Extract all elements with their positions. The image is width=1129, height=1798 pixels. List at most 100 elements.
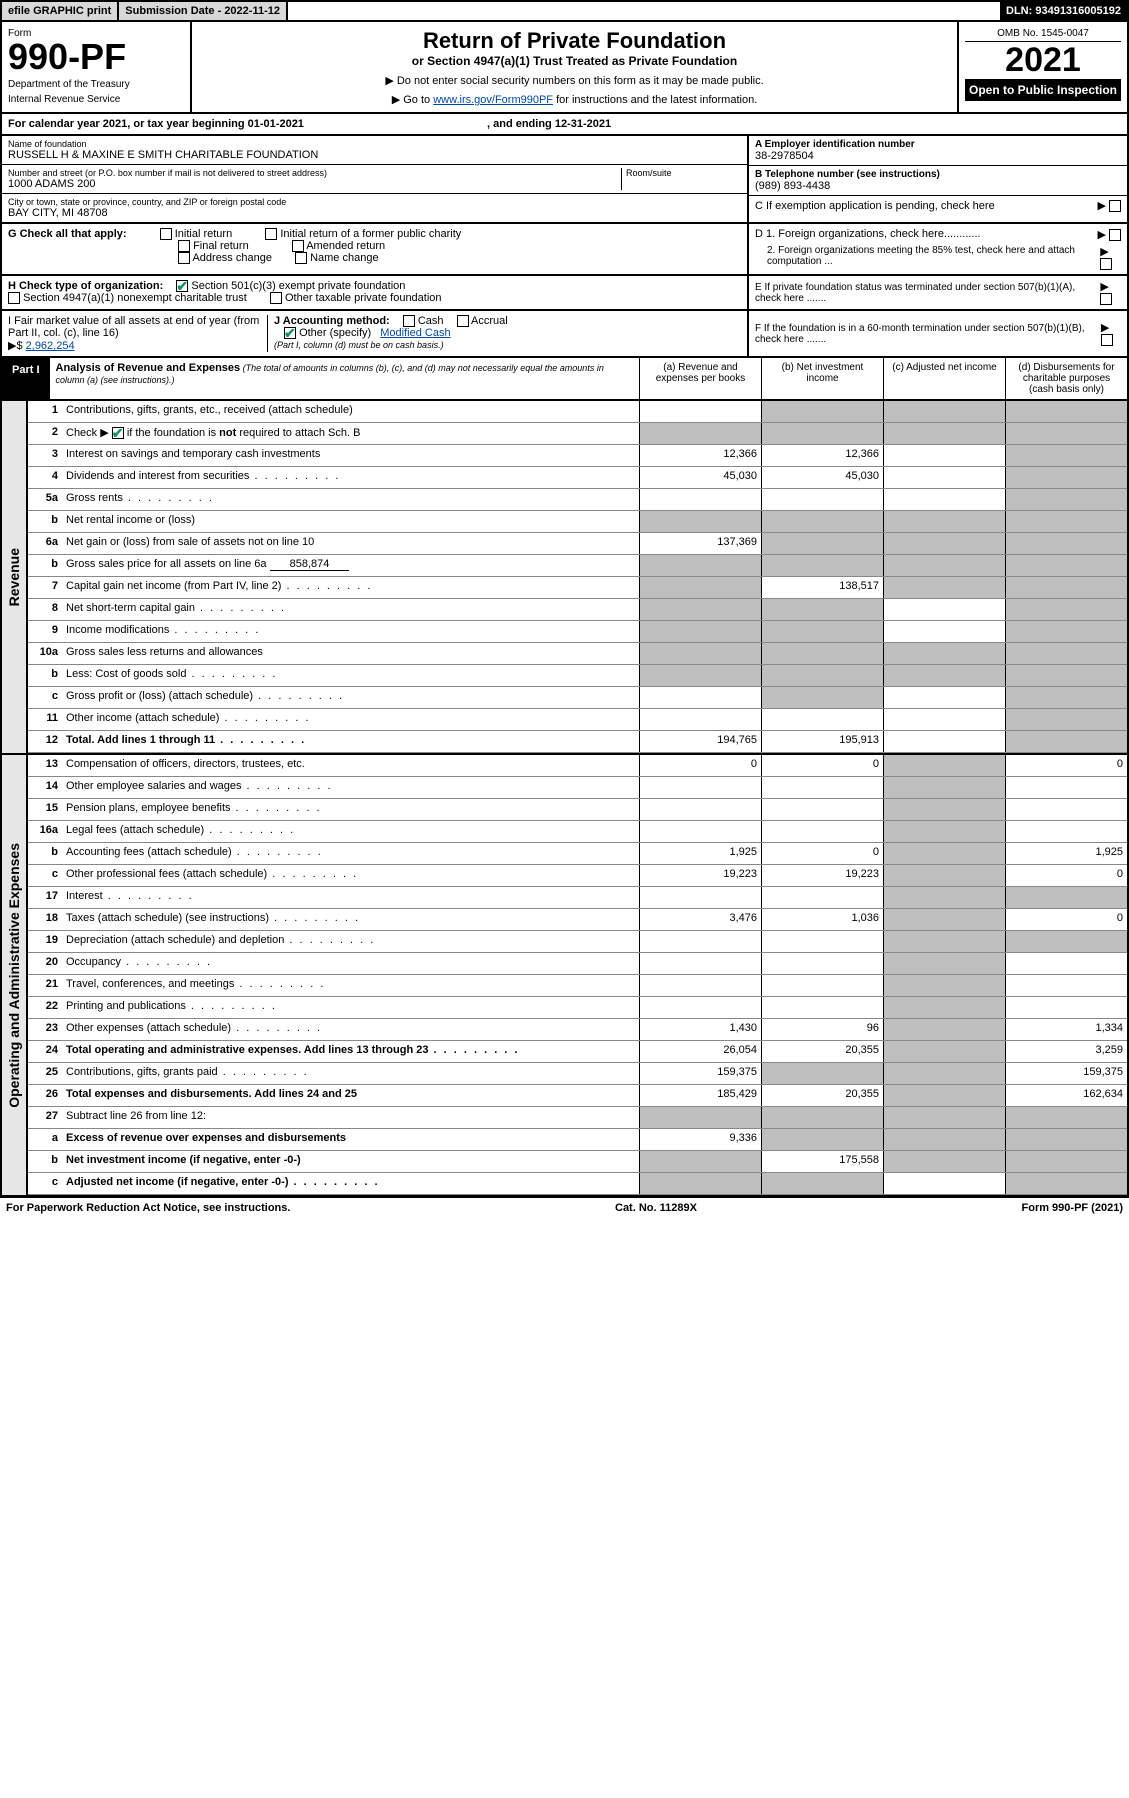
col-c-hdr: (c) Adjusted net income bbox=[883, 358, 1005, 399]
city-label: City or town, state or province, country… bbox=[8, 197, 741, 207]
j-accrual-chk[interactable] bbox=[457, 315, 469, 327]
entity-block: Name of foundation RUSSELL H & MAXINE E … bbox=[0, 136, 1129, 224]
line-23: 23Other expenses (attach schedule)1,4309… bbox=[28, 1019, 1127, 1041]
entity-right: A Employer identification number 38-2978… bbox=[747, 136, 1127, 222]
city-block: City or town, state or province, country… bbox=[2, 194, 747, 222]
line-16b: bAccounting fees (attach schedule)1,9250… bbox=[28, 843, 1127, 865]
line-21: 21Travel, conferences, and meetings bbox=[28, 975, 1127, 997]
d2-text: 2. Foreign organizations meeting the 85%… bbox=[755, 245, 1100, 270]
form990pf-link[interactable]: www.irs.gov/Form990PF bbox=[433, 94, 553, 106]
line-4: 4Dividends and interest from securities4… bbox=[28, 467, 1127, 489]
fmv-value[interactable]: 2,962,254 bbox=[26, 340, 75, 352]
efile-label: efile GRAPHIC print bbox=[2, 2, 119, 20]
h-other-chk[interactable] bbox=[270, 292, 282, 304]
j-other-val: Modified Cash bbox=[380, 327, 450, 339]
line-10c: cGross profit or (loss) (attach schedule… bbox=[28, 687, 1127, 709]
part1-label: Part I bbox=[2, 358, 50, 399]
form-ref: Form 990-PF (2021) bbox=[1022, 1202, 1123, 1214]
line-20: 20Occupancy bbox=[28, 953, 1127, 975]
line-27a: aExcess of revenue over expenses and dis… bbox=[28, 1129, 1127, 1151]
header-left: Form 990-PF Department of the Treasury I… bbox=[2, 22, 192, 112]
line-19: 19Depreciation (attach schedule) and dep… bbox=[28, 931, 1127, 953]
section-j: J Accounting method: Cash Accrual Other … bbox=[268, 315, 741, 352]
g-final-chk[interactable] bbox=[178, 240, 190, 252]
note2-post: for instructions and the latest informat… bbox=[553, 94, 757, 106]
line-8: 8Net short-term capital gain bbox=[28, 599, 1127, 621]
section-h-e-row: H Check type of organization: Section 50… bbox=[0, 276, 1129, 311]
g-initial-chk[interactable] bbox=[160, 228, 172, 240]
line-25: 25Contributions, gifts, grants paid159,3… bbox=[28, 1063, 1127, 1085]
section-e: E If private foundation status was termi… bbox=[747, 276, 1127, 309]
name-label: Name of foundation bbox=[8, 139, 741, 149]
calendar-year-line: For calendar year 2021, or tax year begi… bbox=[0, 114, 1129, 136]
section-d: D 1. Foreign organizations, check here..… bbox=[747, 224, 1127, 274]
year-end: 12-31-2021 bbox=[555, 118, 611, 130]
line-12: 12Total. Add lines 1 through 11194,76519… bbox=[28, 731, 1127, 753]
irs-label: Internal Revenue Service bbox=[8, 94, 184, 105]
schb-chk[interactable] bbox=[112, 427, 124, 439]
line-27b: bNet investment income (if negative, ent… bbox=[28, 1151, 1127, 1173]
section-i-j: I Fair market value of all assets at end… bbox=[2, 311, 747, 356]
ein-value: 38-2978504 bbox=[755, 150, 1121, 162]
note2-pre: ▶ Go to bbox=[392, 94, 433, 106]
h-4947-chk[interactable] bbox=[8, 292, 20, 304]
line-9: 9Income modifications bbox=[28, 621, 1127, 643]
line-6a: 6aNet gain or (loss) from sale of assets… bbox=[28, 533, 1127, 555]
line-11: 11Other income (attach schedule) bbox=[28, 709, 1127, 731]
part1-header: Part I Analysis of Revenue and Expenses … bbox=[0, 358, 1129, 401]
d1-text: D 1. Foreign organizations, check here..… bbox=[755, 228, 981, 241]
g-addrchg-chk[interactable] bbox=[178, 252, 190, 264]
expense-table: Operating and Administrative Expenses 13… bbox=[0, 755, 1129, 1197]
address-block: Number and street (or P.O. box number if… bbox=[2, 165, 747, 194]
e-text: E If private foundation status was termi… bbox=[755, 282, 1100, 304]
tax-year: 2021 bbox=[965, 42, 1121, 79]
revenue-body: 1Contributions, gifts, grants, etc., rec… bbox=[28, 401, 1127, 753]
j-other-chk[interactable] bbox=[284, 327, 296, 339]
phone-header: B Telephone number (see instructions) bbox=[755, 169, 1121, 180]
g-initial-former-chk[interactable] bbox=[265, 228, 277, 240]
g-namechg-chk[interactable] bbox=[295, 252, 307, 264]
note-ssn: ▶ Do not enter social security numbers o… bbox=[198, 74, 951, 87]
line-2: 2Check ▶ if the foundation is not requir… bbox=[28, 423, 1127, 445]
pra-notice: For Paperwork Reduction Act Notice, see … bbox=[6, 1202, 290, 1214]
j-note: (Part I, column (d) must be on cash basi… bbox=[274, 340, 444, 350]
line-27c: cAdjusted net income (if negative, enter… bbox=[28, 1173, 1127, 1195]
addr-label: Number and street (or P.O. box number if… bbox=[8, 168, 621, 178]
line-15: 15Pension plans, employee benefits bbox=[28, 799, 1127, 821]
section-f: F If the foundation is in a 60-month ter… bbox=[747, 311, 1127, 356]
form-header: Form 990-PF Department of the Treasury I… bbox=[0, 22, 1129, 114]
c-checkbox[interactable] bbox=[1109, 200, 1121, 212]
section-i: I Fair market value of all assets at end… bbox=[8, 315, 268, 352]
line-16c: cOther professional fees (attach schedul… bbox=[28, 865, 1127, 887]
h-501-chk[interactable] bbox=[176, 280, 188, 292]
cat-no: Cat. No. 11289X bbox=[615, 1202, 697, 1214]
form-footer: For Paperwork Reduction Act Notice, see … bbox=[0, 1197, 1129, 1218]
section-g: G Check all that apply: Initial return I… bbox=[2, 224, 747, 274]
line-14: 14Other employee salaries and wages bbox=[28, 777, 1127, 799]
section-i-j-f-row: I Fair market value of all assets at end… bbox=[0, 311, 1129, 358]
l6b-val: 858,874 bbox=[270, 558, 350, 571]
f-chk[interactable] bbox=[1101, 334, 1113, 346]
dept-treasury: Department of the Treasury bbox=[8, 79, 184, 90]
col-a-hdr: (a) Revenue and expenses per books bbox=[639, 358, 761, 399]
line-24: 24Total operating and administrative exp… bbox=[28, 1041, 1127, 1063]
street-address: 1000 ADAMS 200 bbox=[8, 178, 621, 190]
phone-block: B Telephone number (see instructions) (9… bbox=[749, 166, 1127, 196]
g-label: G Check all that apply: bbox=[8, 228, 127, 240]
g-amended-chk[interactable] bbox=[292, 240, 304, 252]
year-begin: 01-01-2021 bbox=[248, 118, 304, 130]
line-5a: 5aGross rents bbox=[28, 489, 1127, 511]
line-16a: 16aLegal fees (attach schedule) bbox=[28, 821, 1127, 843]
e-chk[interactable] bbox=[1100, 293, 1112, 305]
line-7: 7Capital gain net income (from Part IV, … bbox=[28, 577, 1127, 599]
form-title: Return of Private Foundation bbox=[198, 28, 951, 54]
dln: DLN: 93491316005192 bbox=[1000, 2, 1127, 20]
part1-title-block: Analysis of Revenue and Expenses (The to… bbox=[50, 358, 639, 399]
line-3: 3Interest on savings and temporary cash … bbox=[28, 445, 1127, 467]
d1-chk[interactable] bbox=[1109, 229, 1121, 241]
entity-left: Name of foundation RUSSELL H & MAXINE E … bbox=[2, 136, 747, 222]
header-right: OMB No. 1545-0047 2021 Open to Public In… bbox=[957, 22, 1127, 112]
j-cash-chk[interactable] bbox=[403, 315, 415, 327]
d2-chk[interactable] bbox=[1100, 258, 1112, 270]
foundation-name-block: Name of foundation RUSSELL H & MAXINE E … bbox=[2, 136, 747, 165]
